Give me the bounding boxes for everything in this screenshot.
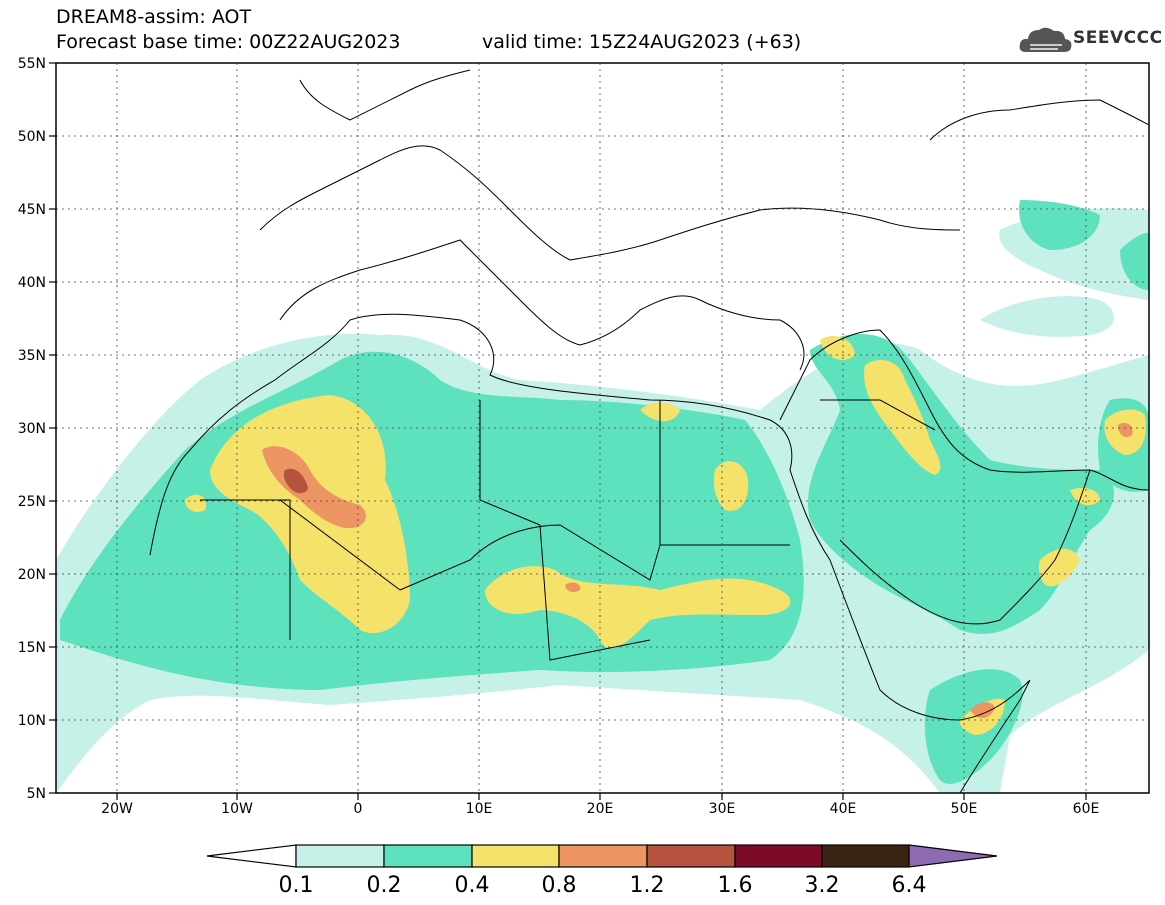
lat-tick-labels: 55N 50N 45N 40N 35N 30N 25N 20N 15N 10N … xyxy=(18,56,46,802)
lat-tick-label: 50N xyxy=(18,129,46,145)
lat-tick-label: 30N xyxy=(18,421,46,437)
lat-tick-label: 5N xyxy=(27,786,46,802)
colorbar-label: 6.4 xyxy=(892,873,927,898)
map-title: DREAM8-assim: AOT xyxy=(56,6,252,28)
colorbar-box xyxy=(558,844,648,868)
lon-tick-label: 20E xyxy=(587,801,614,817)
colorbar-box xyxy=(383,844,473,868)
colorbar-label: 0.1 xyxy=(279,873,314,898)
lat-tick-label: 25N xyxy=(18,494,46,510)
colorbar-label: 0.8 xyxy=(542,873,577,898)
lat-tick-label: 20N xyxy=(18,567,46,583)
lon-tick-label: 10W xyxy=(221,801,253,817)
colorbar-box xyxy=(734,844,823,868)
colorbar-high-arrow xyxy=(908,844,998,868)
lon-tick-labels: 20W 10W 0 10E 20E 30E 40E 50E 60E xyxy=(101,801,1099,817)
cloud-logo-icon xyxy=(1019,27,1072,52)
lon-tick-label: 10E xyxy=(466,801,493,817)
lon-tick-label: 60E xyxy=(1073,801,1100,817)
colorbar-low-arrow xyxy=(206,844,297,868)
base-time: Forecast base time: 00Z22AUG2023 xyxy=(56,31,401,53)
lon-tick-label: 50E xyxy=(951,801,978,817)
valid-time: valid time: 15Z24AUG2023 (+63) xyxy=(482,31,802,53)
aot-contour-1.2 xyxy=(283,468,308,494)
lon-tick-label: 0 xyxy=(354,801,363,817)
lon-tick-label: 40E xyxy=(830,801,857,817)
lat-tick-label: 15N xyxy=(18,640,46,656)
colorbar-label: 0.2 xyxy=(367,873,402,898)
colorbar-label: 1.2 xyxy=(630,873,665,898)
lat-tick-label: 35N xyxy=(18,348,46,364)
colorbar-label: 1.6 xyxy=(718,873,753,898)
axis-ticks xyxy=(49,62,1087,800)
lat-tick-label: 40N xyxy=(18,275,46,291)
seevccc-logo: SEEVCCC xyxy=(1018,22,1162,58)
lat-tick-label: 10N xyxy=(18,713,46,729)
colorbar-box xyxy=(295,844,385,868)
lon-tick-label: 30E xyxy=(709,801,736,817)
colorbar-box xyxy=(646,844,736,868)
colorbar-legend xyxy=(206,844,998,868)
colorbar-labels: 0.1 0.2 0.4 0.8 1.2 1.6 3.2 6.4 xyxy=(279,873,927,898)
aot-contour-0.4 xyxy=(185,335,1146,735)
colorbar-box xyxy=(821,844,910,868)
forecast-times: Forecast base time: 00Z22AUG2023 valid ti… xyxy=(56,31,801,53)
lat-tick-label: 55N xyxy=(18,56,46,72)
colorbar-box xyxy=(471,844,560,868)
colorbar-label: 3.2 xyxy=(805,873,840,898)
colorbar-label: 0.4 xyxy=(455,873,490,898)
coastlines xyxy=(149,69,1149,793)
logo-text: SEEVCCC xyxy=(1073,28,1163,48)
lon-tick-label: 20W xyxy=(101,801,133,817)
aot-contour-0.8 xyxy=(262,423,1133,719)
graticule xyxy=(56,63,1149,793)
lat-tick-label: 45N xyxy=(18,202,46,218)
